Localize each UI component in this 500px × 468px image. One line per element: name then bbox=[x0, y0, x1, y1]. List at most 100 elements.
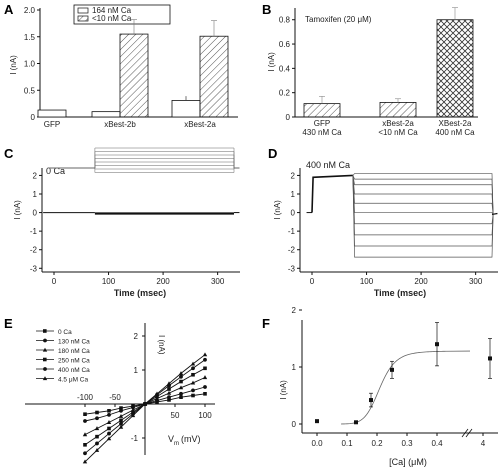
a-cat-xbest2b: xBest-2b bbox=[104, 120, 136, 129]
ytick-label: 2 bbox=[291, 171, 296, 180]
b-cat1-l1: GFP bbox=[314, 119, 330, 128]
b-ytick-label: 0.4 bbox=[279, 64, 291, 73]
e-legend-marker bbox=[43, 329, 47, 333]
e-legend-label: 250 nM Ca bbox=[58, 358, 90, 365]
a-bar-164nm bbox=[171, 100, 201, 118]
e-point bbox=[83, 451, 87, 456]
b-cat2-l1: xBest-2a bbox=[382, 119, 414, 128]
e-point bbox=[95, 416, 99, 421]
ytick-label: -1 bbox=[288, 227, 296, 236]
f-ytick-label: 0 bbox=[292, 420, 297, 429]
e-ytick-label: -1 bbox=[131, 434, 139, 443]
ytick-label: 1 bbox=[33, 190, 38, 199]
e-point bbox=[107, 412, 111, 417]
a-bar-10nm bbox=[199, 35, 229, 118]
e-legend-marker bbox=[42, 376, 48, 381]
f-xtick-label: 0.4 bbox=[431, 439, 443, 448]
e-point bbox=[119, 406, 123, 410]
panel-d-xlabel: Time (msec) bbox=[374, 288, 426, 298]
protocol-step bbox=[48, 147, 240, 169]
e-point bbox=[191, 366, 195, 371]
xtick-label: 200 bbox=[414, 277, 428, 286]
panel-d-label: 400 nM Ca bbox=[306, 160, 350, 170]
f-xtick-label: 0.3 bbox=[401, 439, 413, 448]
e-point bbox=[191, 372, 195, 377]
ytick-label: 0 bbox=[33, 209, 38, 218]
e-point bbox=[118, 424, 124, 429]
e-legend-label: 400 nM Ca bbox=[58, 367, 90, 374]
panel-e-legend: 0 Ca 130 nM Ca 180 nM Ca 250 nM Ca 400 nM Ca… bbox=[36, 329, 90, 384]
e-point bbox=[166, 390, 172, 395]
e-point bbox=[119, 421, 123, 426]
e-point bbox=[95, 434, 99, 439]
e-point bbox=[94, 426, 100, 431]
e-point bbox=[178, 371, 184, 375]
f-point bbox=[435, 342, 439, 347]
d-step-trace bbox=[352, 175, 494, 215]
b-cat2-l2: <10 nM Ca bbox=[378, 128, 418, 137]
b-bar bbox=[436, 19, 474, 118]
e-point bbox=[82, 459, 88, 464]
f-fit-curve bbox=[340, 350, 471, 425]
e-point bbox=[118, 413, 124, 418]
e-point bbox=[130, 413, 136, 418]
protocol-step bbox=[48, 165, 240, 169]
ytick-label: -3 bbox=[288, 264, 296, 273]
panel-b-annotation: Tamoxifen (20 μM) bbox=[305, 15, 372, 24]
xtick-label: 100 bbox=[360, 277, 374, 286]
xtick-label: 100 bbox=[102, 277, 116, 286]
e-point bbox=[107, 431, 111, 436]
f-ytick-label: 2 bbox=[292, 306, 297, 315]
panel-a-legend: 164 nM Ca <10 nM Ca bbox=[73, 4, 171, 25]
panel-letter-e: E bbox=[4, 316, 13, 331]
e-legend-label: 180 nM Ca bbox=[58, 348, 90, 355]
e-point bbox=[142, 401, 148, 406]
e-xtick-label: 50 bbox=[171, 411, 180, 420]
d-step-trace bbox=[352, 175, 494, 215]
e-point bbox=[167, 395, 171, 400]
d-step-trace bbox=[352, 175, 494, 215]
a-ytick-label: 1.0 bbox=[24, 60, 36, 69]
legend-10nm: <10 nM Ca bbox=[92, 14, 132, 23]
panel-letter-a: A bbox=[4, 2, 14, 17]
protocol-step bbox=[48, 154, 240, 169]
e-point bbox=[119, 408, 123, 413]
d-step-trace bbox=[352, 175, 494, 247]
f-axis-break bbox=[461, 428, 473, 438]
panel-a: A I (nA) 0 0.5 1.0 1.5 2.0 164 nM Ca <10 nM … bbox=[4, 2, 238, 129]
e-point bbox=[203, 357, 207, 362]
f-xtick-label: 4 bbox=[481, 439, 486, 448]
e-point bbox=[83, 412, 87, 416]
panel-e-ylabel: I (nA) bbox=[157, 335, 166, 355]
panel-d: D 400 nM Ca I (nA) 2 1 0 -1 -2 -3 0 100 200 300 T… bbox=[268, 146, 498, 298]
e-point bbox=[203, 385, 207, 389]
ytick-label: -3 bbox=[30, 264, 38, 273]
e-point bbox=[191, 388, 195, 393]
a-ytick-label: 0 bbox=[31, 113, 36, 122]
e-point bbox=[83, 443, 87, 447]
f-ytick-label: 1 bbox=[292, 363, 297, 372]
protocol-step bbox=[48, 161, 240, 169]
f-point bbox=[354, 420, 358, 425]
d-step-trace bbox=[352, 175, 494, 215]
e-point bbox=[119, 418, 123, 423]
d-tail bbox=[491, 212, 498, 216]
e-point bbox=[190, 380, 196, 385]
e-point bbox=[106, 420, 112, 424]
a-ytick-label: 1.5 bbox=[24, 33, 36, 42]
b-ytick-label: 0 bbox=[286, 113, 291, 122]
e-legend-marker bbox=[43, 357, 47, 362]
panel-c-ylabel: I (nA) bbox=[13, 200, 22, 220]
e-legend-label: 0 Ca bbox=[58, 329, 72, 336]
b-cat3-l2: 400 nM Ca bbox=[435, 128, 475, 137]
e-point bbox=[179, 374, 183, 379]
ytick-label: -1 bbox=[30, 227, 38, 236]
e-legend-marker bbox=[42, 347, 48, 352]
e-point bbox=[179, 391, 183, 396]
panel-a-ylabel: I (nA) bbox=[9, 55, 18, 75]
d-step-trace bbox=[352, 175, 494, 225]
b-bar bbox=[379, 102, 417, 118]
b-cat1-l2: 430 nM Ca bbox=[302, 128, 342, 137]
d-step-trace bbox=[352, 175, 494, 215]
